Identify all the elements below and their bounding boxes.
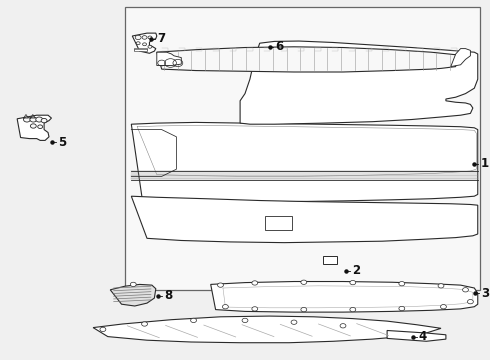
Polygon shape xyxy=(157,52,181,66)
Polygon shape xyxy=(387,330,446,341)
Polygon shape xyxy=(110,284,156,306)
Bar xyxy=(134,49,147,51)
Polygon shape xyxy=(17,115,51,140)
Circle shape xyxy=(143,43,147,46)
Circle shape xyxy=(30,117,37,122)
Polygon shape xyxy=(451,49,470,67)
Text: 6: 6 xyxy=(275,40,284,53)
Circle shape xyxy=(242,318,248,323)
Circle shape xyxy=(24,117,30,122)
Polygon shape xyxy=(93,316,441,343)
Circle shape xyxy=(136,42,140,45)
Circle shape xyxy=(291,320,297,324)
Text: 1: 1 xyxy=(480,157,489,170)
Circle shape xyxy=(142,36,147,39)
Circle shape xyxy=(135,35,141,40)
Polygon shape xyxy=(211,282,478,312)
Text: 7: 7 xyxy=(157,32,165,45)
Circle shape xyxy=(467,300,473,304)
Bar xyxy=(323,256,337,264)
Polygon shape xyxy=(132,33,157,53)
Circle shape xyxy=(38,125,43,129)
Text: 8: 8 xyxy=(164,289,172,302)
Text: 3: 3 xyxy=(481,287,490,300)
Circle shape xyxy=(142,322,147,326)
Circle shape xyxy=(301,307,307,312)
Circle shape xyxy=(130,282,136,287)
Circle shape xyxy=(438,284,444,288)
Text: 5: 5 xyxy=(58,136,66,149)
Circle shape xyxy=(41,118,47,123)
Circle shape xyxy=(30,124,36,128)
Circle shape xyxy=(399,306,405,311)
Circle shape xyxy=(463,288,468,292)
Circle shape xyxy=(222,305,228,309)
Circle shape xyxy=(252,307,258,311)
Polygon shape xyxy=(131,122,478,202)
Bar xyxy=(125,7,480,290)
Circle shape xyxy=(148,36,152,39)
Circle shape xyxy=(441,305,446,309)
Bar xyxy=(134,48,147,50)
Circle shape xyxy=(301,280,307,284)
Text: 4: 4 xyxy=(418,330,427,343)
Circle shape xyxy=(350,280,356,285)
Text: 2: 2 xyxy=(352,264,360,277)
Circle shape xyxy=(252,281,258,285)
Polygon shape xyxy=(131,196,478,243)
Circle shape xyxy=(340,324,346,328)
Polygon shape xyxy=(157,47,456,72)
Circle shape xyxy=(350,307,356,312)
Circle shape xyxy=(218,283,223,287)
Circle shape xyxy=(191,318,196,323)
Circle shape xyxy=(36,117,43,122)
Circle shape xyxy=(148,45,152,48)
Circle shape xyxy=(100,327,106,332)
Polygon shape xyxy=(240,41,478,124)
Circle shape xyxy=(399,282,405,286)
Bar xyxy=(265,216,292,230)
